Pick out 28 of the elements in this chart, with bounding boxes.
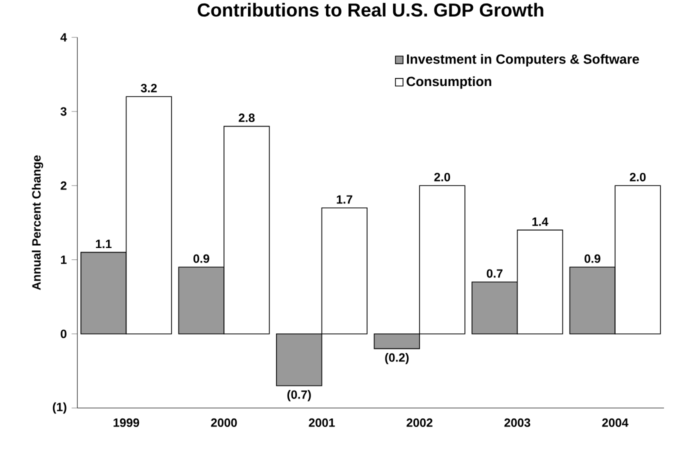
data-label: 0.9 [193, 254, 210, 264]
data-label: 3.2 [140, 84, 157, 93]
x-tick-label: 2000 [211, 418, 237, 428]
y-tick-label: 0 [60, 330, 66, 338]
x-tick-label: 2002 [406, 418, 432, 428]
x-tick-label: 1999 [114, 418, 140, 428]
data-label: 2.0 [434, 172, 450, 182]
x-tick-label: 2001 [308, 418, 335, 428]
y-tick-label: 3 [60, 107, 66, 116]
data-label: 1.4 [532, 218, 548, 226]
data-label: 2.0 [630, 172, 646, 182]
data-label: 0.7 [486, 269, 502, 278]
y-tick-label: 2 [60, 182, 66, 190]
legend-label: Investment in Computers & Software [406, 54, 640, 67]
data-label: 0.9 [584, 254, 600, 264]
y-tick-label: (1) [52, 402, 66, 414]
legend-label: Consumption [406, 76, 492, 89]
y-tick-label: 4 [60, 33, 67, 42]
y-axis-title: Annual Percent Change [32, 156, 44, 290]
data-label: 2.8 [238, 114, 255, 122]
data-label: (0.7) [287, 390, 311, 402]
x-tick-label: 2004 [602, 418, 628, 428]
x-tick-label: 2003 [504, 418, 530, 428]
chart-title: Contributions to Real U.S. GDP Growth [198, 3, 544, 17]
data-label: 1.1 [96, 240, 112, 248]
y-tick-label: 1 [61, 256, 67, 264]
data-label: 1.7 [336, 195, 352, 204]
data-label: (0.2) [385, 353, 409, 364]
